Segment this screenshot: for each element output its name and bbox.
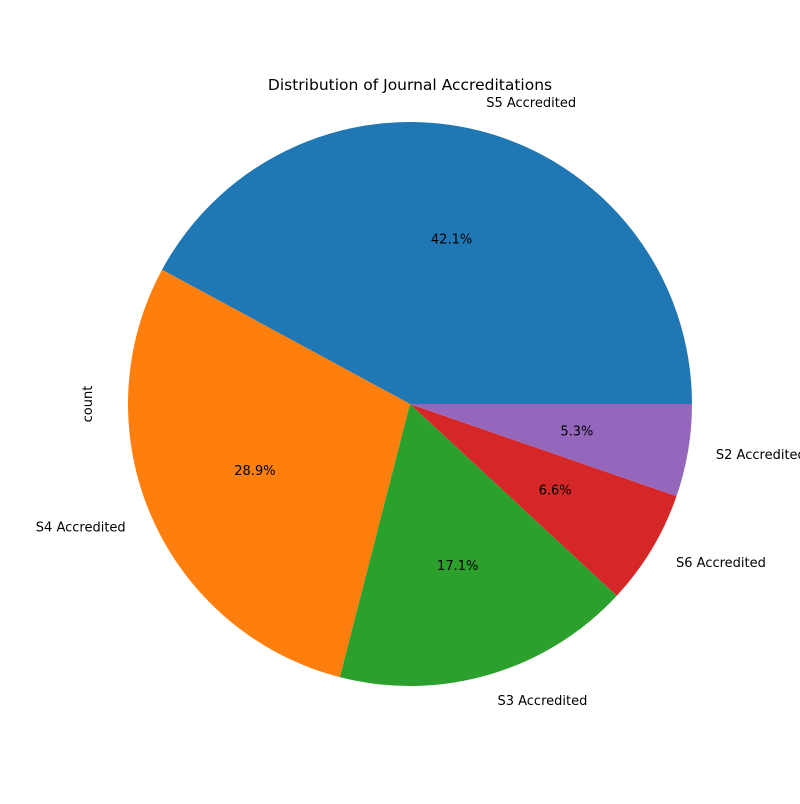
pie-category-label-s5-accredited: S5 Accredited: [486, 96, 576, 111]
pie-category-label-s2-accredited: S2 Accredited: [716, 448, 800, 463]
pie-category-label-s3-accredited: S3 Accredited: [497, 694, 587, 709]
pie-percent-label-s6-accredited: 6.6%: [539, 484, 572, 499]
pie-percent-label-s4-accredited: 28.9%: [234, 464, 275, 479]
pie-slices: [127, 122, 692, 686]
y-axis-label: count: [81, 386, 96, 423]
pie-category-label-s4-accredited: S4 Accredited: [36, 521, 126, 536]
pie-category-label-s6-accredited: S6 Accredited: [676, 556, 766, 571]
pie-slice-s6-accredited: [410, 404, 677, 596]
pie-slice-s2-accredited: [410, 404, 692, 497]
pie-labels: 42.1% S5 Accredited 28.9% S4 Accredited 17.1…: [36, 96, 800, 709]
pie-slice-s3-accredited: [339, 404, 617, 686]
pie-percent-label-s2-accredited: 5.3%: [560, 425, 593, 440]
pie-percent-label-s5-accredited: 42.1%: [431, 232, 472, 247]
chart-title: Distribution of Journal Accreditations: [268, 76, 552, 94]
pie-percent-label-s3-accredited: 17.1%: [437, 559, 478, 574]
pie-slice-s4-accredited: [127, 269, 410, 678]
pie-slice-s5-accredited: [162, 122, 692, 405]
